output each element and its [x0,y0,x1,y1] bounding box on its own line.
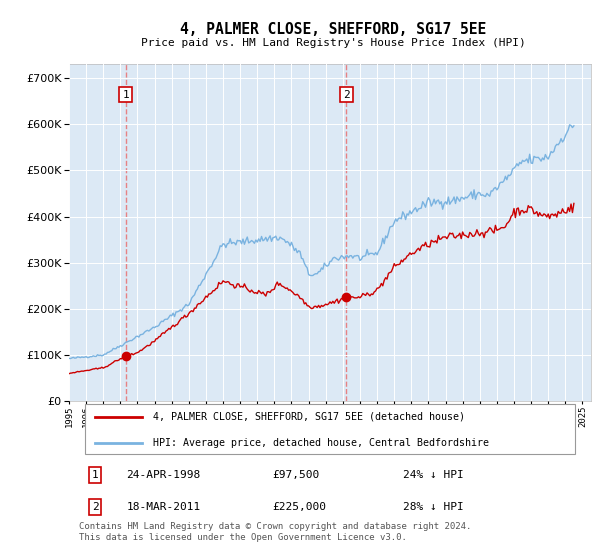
Text: 24-APR-1998: 24-APR-1998 [127,470,200,480]
Text: HPI: Average price, detached house, Central Bedfordshire: HPI: Average price, detached house, Cent… [152,438,488,448]
Text: Price paid vs. HM Land Registry's House Price Index (HPI): Price paid vs. HM Land Registry's House … [140,38,526,48]
Text: 2: 2 [343,90,350,100]
Text: 24% ↓ HPI: 24% ↓ HPI [403,470,464,480]
Text: 4, PALMER CLOSE, SHEFFORD, SG17 5EE (detached house): 4, PALMER CLOSE, SHEFFORD, SG17 5EE (det… [152,412,464,422]
Text: 28% ↓ HPI: 28% ↓ HPI [403,502,464,512]
Text: £97,500: £97,500 [272,470,320,480]
Text: 18-MAR-2011: 18-MAR-2011 [127,502,200,512]
Text: 1: 1 [92,470,98,480]
Text: 2: 2 [92,502,98,512]
Text: 1: 1 [122,90,129,100]
Text: 4, PALMER CLOSE, SHEFFORD, SG17 5EE: 4, PALMER CLOSE, SHEFFORD, SG17 5EE [180,22,486,38]
Text: Contains HM Land Registry data © Crown copyright and database right 2024.
This d: Contains HM Land Registry data © Crown c… [79,522,472,542]
Text: £225,000: £225,000 [272,502,326,512]
FancyBboxPatch shape [85,404,575,454]
